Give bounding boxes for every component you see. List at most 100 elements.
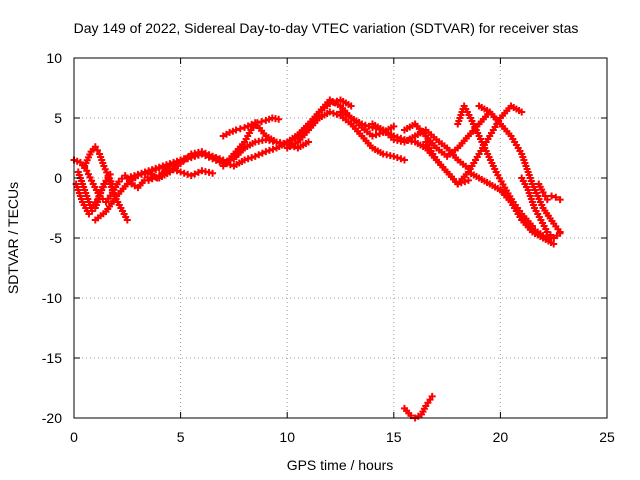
x-tick-label: 25 (599, 429, 615, 445)
data-point-fill (329, 98, 337, 106)
data-point-fill (244, 155, 252, 163)
data-point-fill (258, 118, 266, 126)
series-track-4 (74, 168, 114, 212)
data-point (550, 240, 558, 248)
data-point (253, 119, 261, 127)
data-point-fill (152, 173, 160, 181)
data-point (262, 148, 270, 156)
data-point (232, 126, 240, 134)
data-point (106, 170, 114, 178)
data-point (556, 229, 564, 237)
data-point-fill (194, 168, 202, 176)
data-point-fill (365, 122, 373, 130)
data-point (134, 170, 142, 178)
y-tick-label: -5 (50, 230, 63, 246)
y-tick-label: -10 (42, 290, 62, 306)
x-tick-label: 15 (386, 429, 402, 445)
data-point (251, 152, 259, 160)
data-point-fill (173, 167, 181, 175)
x-tick-label: 5 (177, 429, 185, 445)
data-point-fill (148, 166, 156, 174)
data-point-fill (258, 149, 266, 157)
data-point (145, 167, 153, 175)
data-point (358, 120, 366, 128)
data-point-fill (541, 192, 549, 200)
chart-title: Day 149 of 2022, Sidereal Day-to-day VTE… (74, 20, 579, 36)
data-point-fill (201, 149, 209, 157)
data-point (177, 168, 185, 176)
data-point-fill (397, 155, 405, 163)
data-point-fill (248, 154, 256, 162)
data-point (241, 156, 249, 164)
data-point (347, 102, 355, 110)
data-point (400, 156, 408, 164)
data-point (464, 176, 472, 184)
data-point (552, 193, 560, 201)
data-point (166, 164, 174, 172)
data-point (539, 188, 547, 196)
data-point-fill (226, 161, 234, 169)
data-point-fill (127, 173, 135, 181)
data-point (390, 152, 398, 160)
data-point (123, 174, 131, 182)
x-tick-label: 20 (493, 429, 509, 445)
axis-ticks: 0 5 10 15 20 25 10 5 0 -5 -10 -15 -20 (42, 50, 615, 445)
series-track-18 (454, 102, 536, 230)
data-point (275, 115, 283, 123)
y-tick-label: 5 (54, 110, 62, 126)
data-point-fill (152, 164, 160, 172)
data-point-fill (169, 166, 177, 174)
data-point-fill (393, 154, 401, 162)
data-point-fill (265, 146, 273, 154)
data-point-fill (191, 170, 199, 178)
data-point-fill (159, 162, 167, 170)
data-point (187, 172, 195, 180)
data-point (326, 108, 334, 116)
data-point-fill (333, 97, 341, 105)
series-track-24 (400, 392, 436, 422)
data-point (548, 192, 556, 200)
data-point-fill (255, 151, 263, 159)
y-tick-label: 0 (54, 170, 62, 186)
series-track-13 (241, 96, 355, 164)
data-points (70, 96, 564, 422)
series-track-23 (535, 180, 564, 204)
y-tick-label: -15 (42, 350, 62, 366)
data-point-fill (372, 131, 380, 139)
y-axis-label: SDTVAR / TECUs (5, 182, 21, 294)
data-point-fill (130, 172, 138, 180)
data-point-fill (138, 169, 146, 177)
data-point-fill (361, 121, 369, 129)
data-point-fill (93, 146, 101, 154)
data-point-fill (269, 145, 277, 153)
y-tick-label: 10 (46, 50, 62, 66)
data-point (241, 124, 249, 132)
data-point (123, 216, 131, 224)
data-point-fill (148, 175, 156, 183)
data-point-fill (329, 109, 337, 117)
data-point (198, 148, 206, 156)
series-track-22 (518, 174, 558, 242)
data-point (326, 100, 334, 108)
data-point-fill (169, 158, 177, 166)
x-axis-label: GPS time / hours (287, 457, 394, 473)
data-point (368, 132, 376, 140)
data-point (91, 143, 99, 151)
data-point (556, 196, 564, 204)
series-track-8 (145, 164, 217, 184)
data-point (518, 108, 526, 116)
series-track-3 (81, 143, 116, 188)
y-tick-label: -20 (42, 410, 62, 426)
data-point-fill (244, 122, 252, 130)
data-point (390, 122, 398, 130)
data-point-fill (184, 170, 192, 178)
data-point (550, 234, 558, 242)
data-point (543, 196, 551, 204)
x-tick-label: 10 (279, 429, 295, 445)
data-point (428, 392, 436, 400)
x-tick-label: 0 (70, 429, 78, 445)
data-point-fill (141, 168, 149, 176)
data-point-fill (205, 151, 213, 159)
data-point-fill (333, 110, 341, 118)
